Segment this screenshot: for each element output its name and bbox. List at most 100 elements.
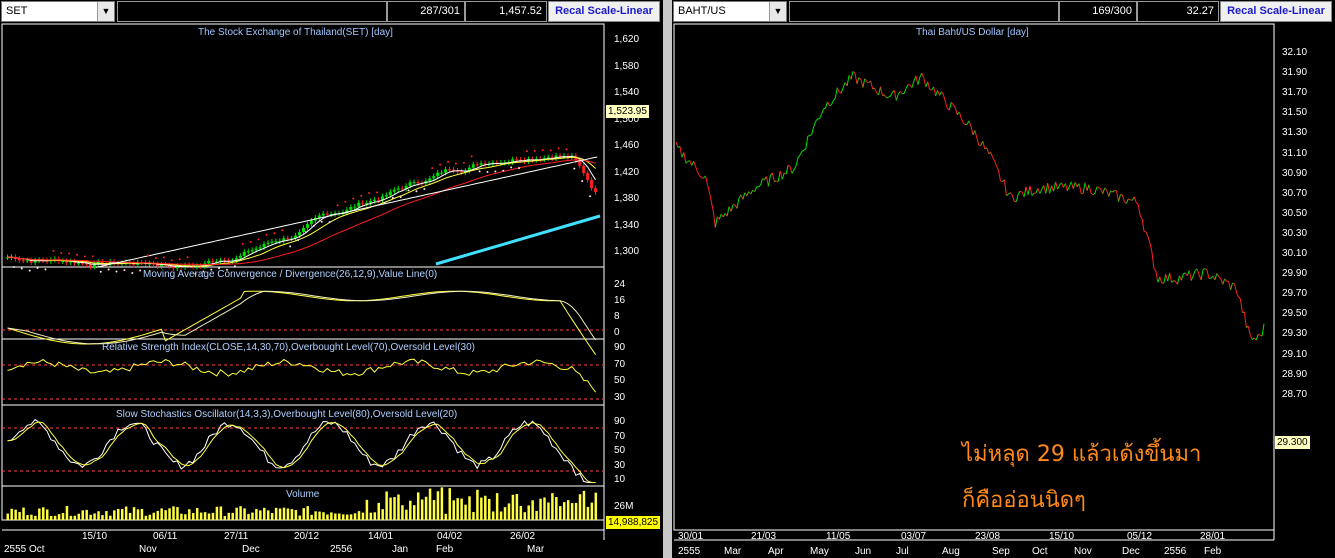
volume-bar (551, 493, 554, 520)
fx-segment (1149, 242, 1153, 253)
candle-body (219, 260, 223, 262)
fx-segment (1055, 181, 1059, 190)
fx-segment (1261, 323, 1265, 337)
candle-body (207, 261, 211, 264)
symbol-select[interactable]: SET ▼ (1, 1, 115, 22)
price-axis-tick: 1,620 (614, 34, 640, 45)
fx-segment (1068, 181, 1072, 187)
fx-segment (954, 107, 958, 115)
volume-bar (89, 514, 92, 520)
volume-bar (140, 508, 144, 520)
candle-body (361, 202, 365, 204)
sar-dot (470, 155, 473, 158)
fx-segment (1120, 193, 1123, 196)
candle-body (471, 164, 475, 168)
fx-segment (1159, 276, 1163, 284)
stoch-k-line (7, 418, 596, 483)
sar-dot (565, 148, 568, 151)
sar-dot (12, 265, 15, 268)
candle-body (396, 188, 400, 190)
candle-body (215, 261, 219, 263)
fx-segment (888, 95, 891, 98)
price-axis-tick: 30.30 (1282, 227, 1308, 239)
candle-body (321, 213, 325, 216)
fx-segment (1047, 182, 1051, 194)
stoch-d-line (7, 421, 596, 483)
left-toolbar: SET ▼ 287/301 1,457.52 Recal Scale-Linea… (0, 0, 663, 24)
sar-dot (581, 180, 584, 183)
fx-segment (744, 192, 748, 196)
fx-segment (1228, 281, 1232, 291)
macd-signal-line (7, 290, 597, 345)
fx-segment (1128, 198, 1131, 201)
volume-bar (298, 515, 302, 520)
candle-body (365, 203, 369, 205)
rsi-title: Relative Strength Index(CLOSE,14,30,70),… (102, 342, 475, 353)
fx-segment (842, 82, 846, 88)
fx-segment (1206, 269, 1210, 279)
sar-dot (265, 233, 268, 236)
volume-bar (152, 512, 156, 520)
volume-bar (440, 487, 444, 520)
volume-bar (472, 512, 475, 520)
fx-segment (1104, 187, 1108, 191)
current-price-tag: 1,523.95 (606, 105, 649, 118)
volume-bar (302, 508, 305, 520)
month-label: Feb (436, 544, 454, 555)
volume-bar (543, 497, 546, 520)
fx-segment (679, 146, 683, 158)
symbol-select[interactable]: BAHT/US ▼ (673, 1, 787, 22)
fx-segment (1029, 186, 1033, 196)
price-axis-tick: 30.90 (1282, 167, 1308, 179)
ma-long-line (7, 159, 596, 266)
fx-segment (1011, 195, 1015, 202)
last-value: 1,457.52 (465, 1, 547, 22)
volume-bar (413, 505, 416, 520)
volume-bar (436, 491, 440, 520)
volume-bar (480, 497, 483, 520)
month-label: 2556 (1164, 546, 1187, 557)
right-toolbar: BAHT/US ▼ 169/300 32.27 Recal Scale-Line… (672, 0, 1335, 24)
date-tick: 21/03 (751, 531, 777, 542)
date-tick: 15/10 (1049, 531, 1075, 542)
rsi-axis-tick: 70 (614, 358, 626, 370)
fx-segment (726, 206, 730, 217)
fx-segment (1108, 190, 1112, 197)
fx-segment (1025, 186, 1029, 196)
sar-dot (415, 190, 418, 193)
volume-bar (53, 515, 57, 520)
sar-dot (383, 202, 386, 205)
fx-segment (850, 71, 854, 80)
fx-segment (823, 107, 826, 110)
fx-segment (897, 91, 901, 95)
panel-splitter[interactable] (663, 0, 672, 558)
price-axis-tick: 29.70 (1282, 288, 1308, 300)
sar-dot (123, 269, 126, 272)
fx-segment (1121, 194, 1125, 203)
fx-segment (950, 101, 954, 106)
chevron-down-icon[interactable]: ▼ (97, 2, 114, 21)
recal-scale-button[interactable]: Recal Scale-Linear (1220, 1, 1332, 22)
candle-body (88, 264, 92, 267)
sar-dot (83, 255, 86, 258)
candle-body (479, 163, 483, 165)
fx-segment (915, 75, 919, 85)
fx-segment (895, 94, 899, 101)
price-axis-tick: 29.50 (1282, 308, 1308, 320)
volume-bar (416, 492, 420, 520)
fx-segment (960, 117, 964, 123)
fx-segment (1190, 275, 1194, 281)
sar-dot (147, 254, 150, 257)
ma-200-line (95, 156, 598, 268)
volume-bar (345, 514, 349, 520)
fx-segment (1255, 334, 1259, 341)
fx-segment (992, 157, 996, 162)
sar-dot (399, 195, 402, 198)
recal-scale-button[interactable]: Recal Scale-Linear (548, 1, 660, 22)
candle-body (65, 261, 69, 263)
fx-segment (970, 125, 974, 135)
fx-segment (1139, 215, 1143, 220)
stoch-axis-tick: 90 (614, 416, 626, 427)
chevron-down-icon[interactable]: ▼ (769, 2, 786, 21)
volume-bar (322, 512, 325, 520)
